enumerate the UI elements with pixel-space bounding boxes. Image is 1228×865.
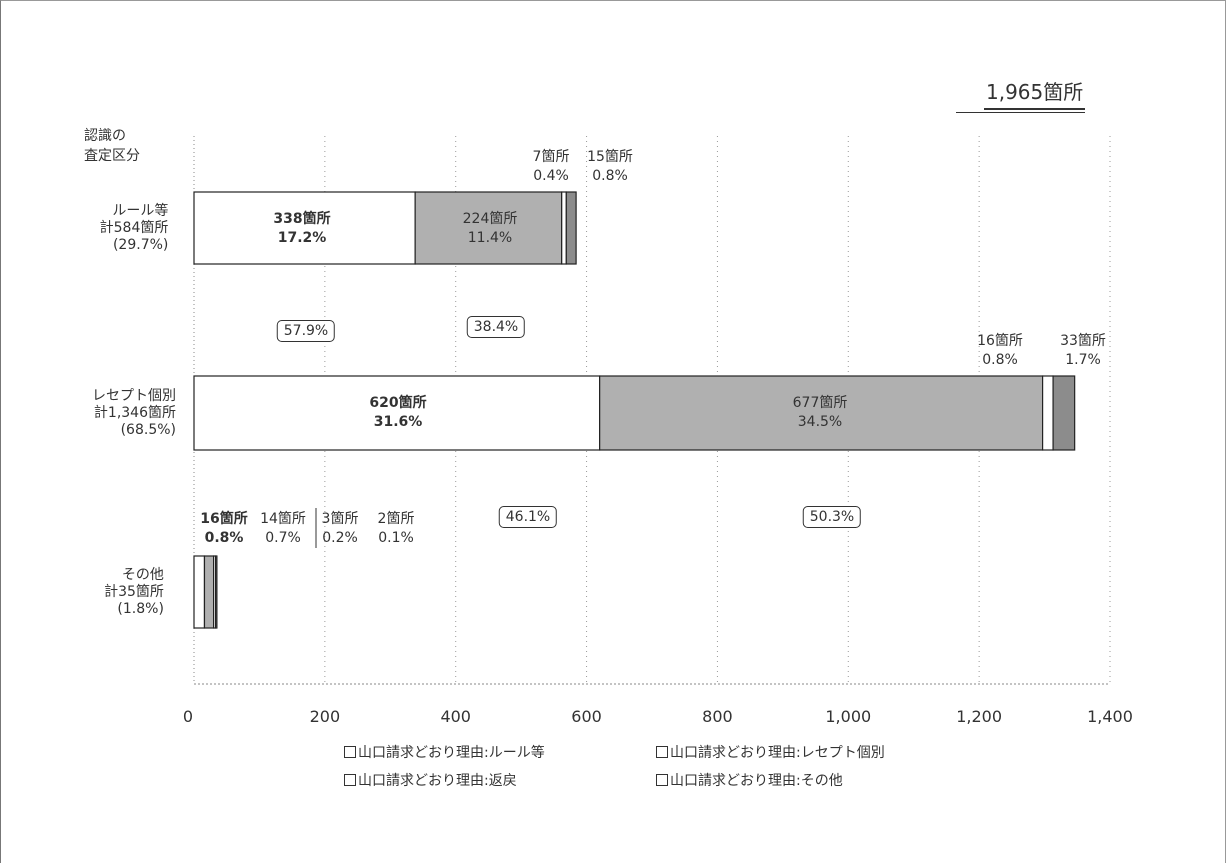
legend-label: 山口請求どおり理由:返戻 [358,773,517,789]
segment-label: 2箇所 0.1% [377,511,415,546]
segment-label: 14箇所 0.7% [260,511,306,546]
legend-swatch [656,746,668,758]
category-label: ルール等 計584箇所 (29.7%) [99,202,169,253]
segment-label: 677箇所 34.5% [792,395,848,430]
segment-label: 620箇所 31.6% [369,395,427,430]
legend-item: 山口請求どおり理由:レセプト個別 [656,742,885,762]
legend-label: 山口請求どおり理由:その他 [670,773,843,789]
category-label: その他 計35箇所 (1.8%) [104,566,164,617]
segment-label: 3箇所 0.2% [321,511,359,546]
x-tick-label: 1,000 [825,707,871,726]
bar-segment [561,191,567,265]
segment-label: 33箇所 1.7% [1060,333,1106,368]
category-label: レセプト個別 計1,346箇所 (68.5%) [92,387,176,438]
legend-swatch [344,746,356,758]
bar-segment [414,191,563,265]
bar-segment [565,191,577,265]
share-label: 46.1% [498,506,558,528]
bar-segment [214,555,218,629]
segment-label: 16箇所 0.8% [977,333,1023,368]
legend-swatch [656,774,668,786]
bar-segment [193,555,206,629]
legend-item: 山口請求どおり理由:返戻 [344,770,517,790]
legend-item: 山口請求どおり理由:ルール等 [344,742,545,762]
segment-label: 15箇所 0.8% [587,149,633,184]
x-tick-label: 0 [183,707,193,726]
legend-swatch [344,774,356,786]
x-tick-label: 200 [310,707,341,726]
x-tick-label: 600 [571,707,602,726]
bar-segment [1052,375,1076,451]
x-tick-label: 1,200 [956,707,1002,726]
segment-label: 16箇所 0.8% [200,511,248,546]
x-tick-label: 400 [440,707,471,726]
bar-segment [193,375,601,451]
segment-label: 338箇所 17.2% [273,211,331,246]
bar-segment [1042,375,1054,451]
x-tick-label: 1,400 [1087,707,1133,726]
share-label: 50.3% [802,506,862,528]
x-tick-label: 800 [702,707,733,726]
legend-label: 山口請求どおり理由:ルール等 [358,745,545,761]
share-label: 57.9% [276,320,336,342]
category-axis-title: 認識の 査定区分 [84,128,140,164]
bar-segment [203,555,215,629]
legend-label: 山口請求どおり理由:レセプト個別 [670,745,885,761]
segment-label: 224箇所 11.4% [462,211,518,246]
bar-segment [599,375,1044,451]
segment-label: 7箇所 0.4% [532,149,570,184]
legend-item: 山口請求どおり理由:その他 [656,770,843,790]
total-count: 1,965箇所 [955,76,1086,113]
share-label: 38.4% [466,316,526,338]
